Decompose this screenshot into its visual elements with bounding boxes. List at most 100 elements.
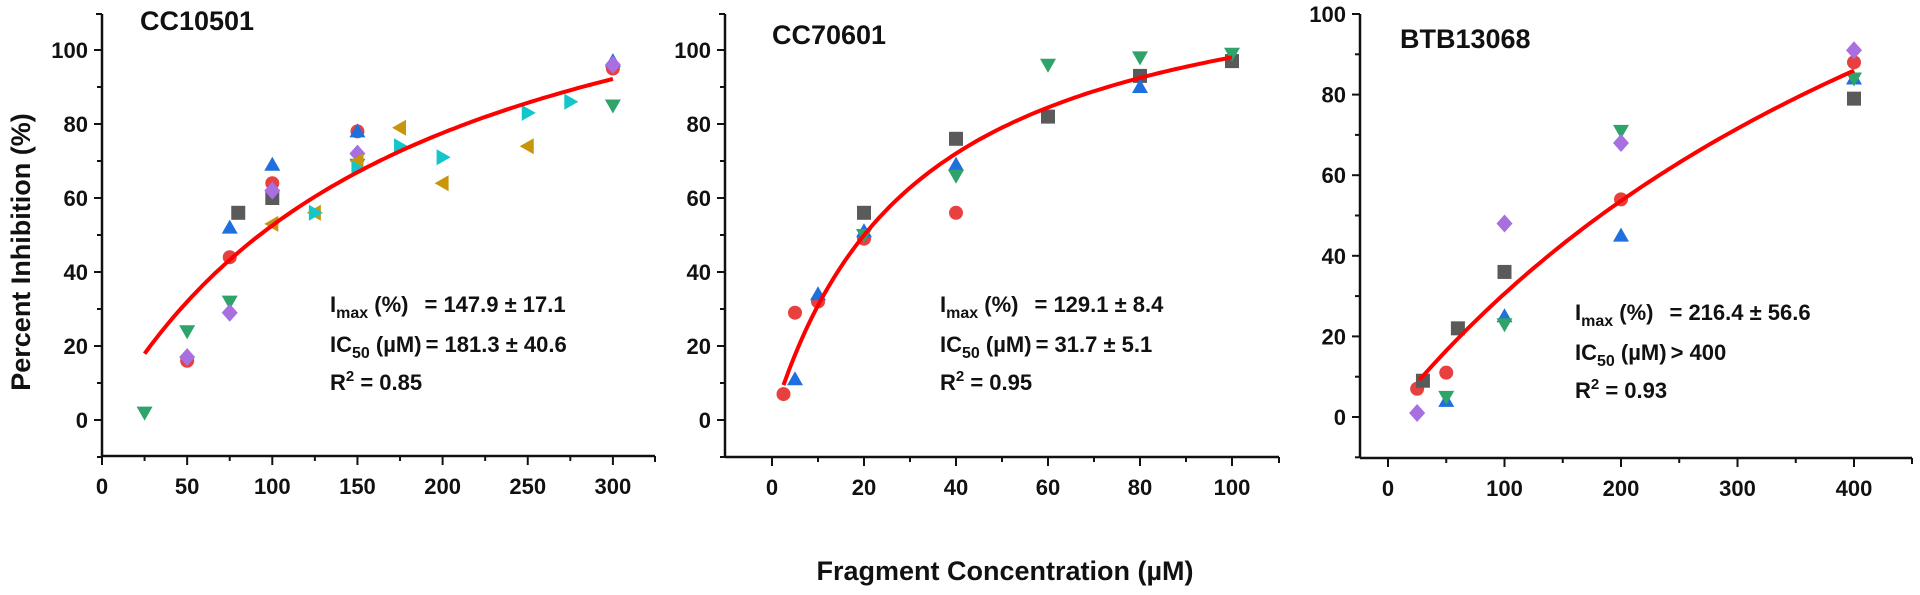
x-tick-label: 300 xyxy=(1719,476,1756,501)
y-tick-label: 60 xyxy=(64,186,88,211)
y-tick-label: 40 xyxy=(1322,244,1346,269)
x-tick-label: 0 xyxy=(766,475,778,500)
y-tick-label: 80 xyxy=(64,112,88,137)
imax-annotation: Imax (%) = 147.9 ± 17.1 xyxy=(330,292,566,322)
y-tick-label: 0 xyxy=(76,408,88,433)
data-point-triangle-down xyxy=(1496,318,1513,333)
data-point-triangle-up xyxy=(264,156,281,171)
y-axis-title: Percent Inhibition (%) xyxy=(6,113,36,391)
x-tick-label: 0 xyxy=(1382,476,1394,501)
r-squared-annotation: R2 = 0.85 xyxy=(330,368,422,395)
data-point-triangle-right xyxy=(308,204,323,221)
data-point-triangle-up xyxy=(948,156,964,171)
data-point-diamond xyxy=(221,303,238,322)
x-tick-label: 400 xyxy=(1836,476,1873,501)
data-point-circle xyxy=(776,387,791,402)
data-point-triangle-down xyxy=(1846,72,1862,87)
data-point-diamond xyxy=(1846,41,1862,60)
x-tick-label: 200 xyxy=(1603,476,1640,501)
x-tick-label: 100 xyxy=(1214,475,1251,500)
data-point-triangle-down xyxy=(1613,124,1629,139)
data-point-square xyxy=(1497,264,1512,279)
x-tick-label: 20 xyxy=(852,475,876,500)
data-point-triangle-left xyxy=(519,138,534,155)
data-point-square xyxy=(1847,91,1861,106)
data-point-square xyxy=(949,131,963,146)
data-point-circle xyxy=(1439,365,1454,380)
x-tick-label: 300 xyxy=(595,474,632,499)
data-point-triangle-right xyxy=(521,104,536,121)
x-tick-label: 50 xyxy=(175,474,199,499)
y-tick-label: 60 xyxy=(1322,163,1346,188)
x-tick-label: 100 xyxy=(254,474,291,499)
data-point-triangle-right xyxy=(436,149,451,166)
x-tick-label: 200 xyxy=(424,474,461,499)
data-point-square xyxy=(231,205,246,220)
chart-panel-cc10501: 0 20 40 60 80 100 0 50 100 150 200 250 300 CC10501 Ima… xyxy=(51,6,656,499)
data-point-diamond xyxy=(179,348,196,367)
data-point-triangle-left xyxy=(349,153,364,169)
y-tick-label: 40 xyxy=(687,260,711,285)
data-point-circle xyxy=(949,205,963,220)
chart-panel-btb13068: 0 20 40 60 80 100 0 100 200 300 400 BTB13068 Imax (%… xyxy=(1309,2,1913,501)
y-tick-label: 80 xyxy=(1322,83,1346,108)
x-tick-label: 0 xyxy=(96,474,108,499)
data-point-triangle-down xyxy=(604,99,621,114)
y-tick-label: 20 xyxy=(687,334,711,359)
x-tick-label: 150 xyxy=(339,474,376,499)
data-point-triangle-down xyxy=(1040,58,1056,73)
fit-curve xyxy=(142,76,614,355)
data-point-triangle-up xyxy=(787,371,803,386)
data-point-triangle-down xyxy=(179,325,196,340)
y-tick-label: 40 xyxy=(64,260,88,285)
data-point-triangle-down xyxy=(1132,51,1148,66)
x-tick-label: 100 xyxy=(1486,476,1523,501)
r-squared-annotation: R2 = 0.93 xyxy=(1575,376,1667,403)
data-point-triangle-left xyxy=(392,119,407,136)
data-point-triangle-down xyxy=(1438,390,1455,405)
data-point-triangle-down xyxy=(948,169,964,184)
x-axis-title: Fragment Concentration (µM) xyxy=(816,556,1193,586)
data-point-circle xyxy=(788,305,802,320)
data-point-triangle-down xyxy=(136,406,153,421)
x-tick-label: 40 xyxy=(944,475,968,500)
y-tick-label: 60 xyxy=(687,186,711,211)
y-tick-label: 0 xyxy=(1334,405,1346,430)
y-tick-label: 80 xyxy=(687,112,711,137)
data-point-square xyxy=(1041,109,1055,124)
y-tick-label: 20 xyxy=(64,334,88,359)
y-tick-label: 0 xyxy=(699,408,711,433)
data-point-square xyxy=(1450,321,1465,336)
data-point-diamond xyxy=(264,181,281,200)
x-tick-label: 80 xyxy=(1128,475,1152,500)
data-point-diamond xyxy=(1496,214,1513,233)
imax-annotation: Imax (%) = 216.4 ± 56.6 xyxy=(1575,300,1811,330)
ic50-annotation: IC50 (µM) > 400 xyxy=(1575,340,1726,370)
data-point-diamond xyxy=(1409,403,1426,422)
imax-annotation: Imax (%) = 129.1 ± 8.4 xyxy=(940,292,1164,322)
panel-title: BTB13068 xyxy=(1400,24,1531,54)
y-tick-label: 100 xyxy=(1309,2,1346,27)
ic50-annotation: IC50 (µM) = 181.3 ± 40.6 xyxy=(330,332,567,362)
ic50-annotation: IC50 (µM) = 31.7 ± 5.1 xyxy=(940,332,1152,362)
data-point-triangle-up xyxy=(221,219,238,234)
y-tick-label: 100 xyxy=(674,38,711,63)
r-squared-annotation: R2 = 0.95 xyxy=(940,368,1032,395)
fit-curve xyxy=(1418,68,1855,382)
fit-curve xyxy=(781,55,1233,386)
data-point-triangle-up xyxy=(1132,79,1148,93)
data-point-triangle-up xyxy=(349,123,366,138)
data-point-triangle-right xyxy=(564,93,579,110)
data-point-diamond xyxy=(1613,133,1629,152)
data-point-triangle-up xyxy=(1613,227,1629,242)
data-point-diamond xyxy=(604,55,621,74)
data-point-circle xyxy=(1847,55,1861,70)
y-tick-label: 100 xyxy=(51,38,88,63)
panel-title: CC10501 xyxy=(140,6,254,36)
chart-panel-cc70601: 0 20 40 60 80 100 0 20 40 60 80 100 CC70601 Imax (%) =… xyxy=(674,13,1280,500)
panel-title: CC70601 xyxy=(772,20,886,50)
data-point-triangle-left xyxy=(434,175,449,192)
x-tick-label: 250 xyxy=(509,474,546,499)
y-tick-label: 20 xyxy=(1322,324,1346,349)
